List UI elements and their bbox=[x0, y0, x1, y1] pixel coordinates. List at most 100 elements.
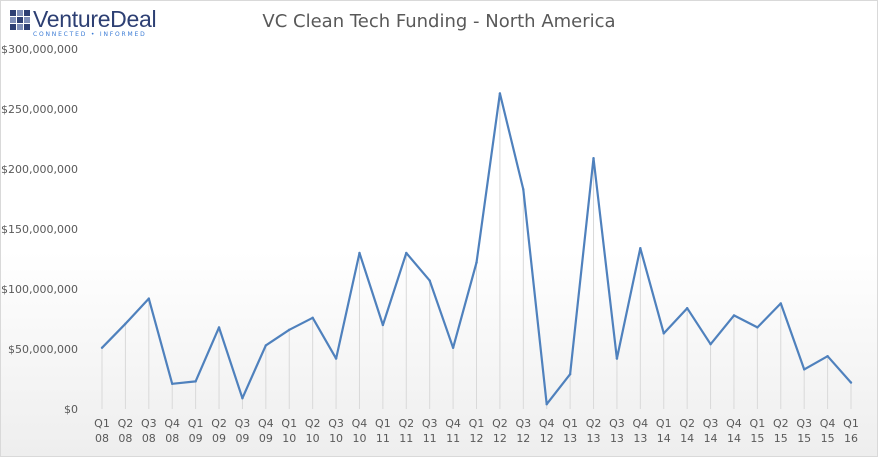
x-tick-year: 11 bbox=[399, 432, 413, 445]
x-tick-year: 15 bbox=[750, 432, 764, 445]
x-tick-year: 08 bbox=[95, 432, 109, 445]
y-tick-label: $150,000,000 bbox=[1, 223, 78, 236]
y-tick-label: $250,000,000 bbox=[1, 103, 78, 116]
x-tick-quarter: Q4 bbox=[820, 417, 836, 430]
x-tick-year: 14 bbox=[657, 432, 671, 445]
data-point bbox=[311, 316, 314, 319]
x-tick-quarter: Q3 bbox=[515, 417, 531, 430]
x-tick-year: 10 bbox=[282, 432, 296, 445]
x-tick-year: 12 bbox=[516, 432, 530, 445]
x-tick-quarter: Q2 bbox=[679, 417, 695, 430]
data-point bbox=[522, 188, 525, 191]
x-tick-quarter: Q3 bbox=[609, 417, 625, 430]
x-tick-year: 14 bbox=[704, 432, 718, 445]
x-tick-year: 09 bbox=[212, 432, 226, 445]
x-tick-year: 15 bbox=[797, 432, 811, 445]
x-tick-quarter: Q3 bbox=[703, 417, 719, 430]
x-tick-quarter: Q2 bbox=[398, 417, 414, 430]
x-tick-quarter: Q1 bbox=[188, 417, 204, 430]
y-tick-label: $100,000,000 bbox=[1, 283, 78, 296]
data-point bbox=[124, 322, 127, 325]
data-point bbox=[147, 297, 151, 300]
data-point bbox=[849, 381, 853, 384]
logo-grid-icon bbox=[10, 10, 30, 30]
x-tick-quarter: Q4 bbox=[726, 417, 742, 430]
data-point bbox=[241, 397, 244, 400]
x-tick-quarter: Q1 bbox=[94, 417, 110, 430]
y-tick-label: $50,000,000 bbox=[8, 343, 78, 356]
venturedeal-logo: VentureDeal CONNECTED • INFORMED bbox=[10, 6, 157, 38]
x-tick-quarter: Q1 bbox=[843, 417, 859, 430]
x-tick-quarter: Q3 bbox=[328, 417, 344, 430]
x-tick-year: 09 bbox=[235, 432, 249, 445]
data-point bbox=[779, 302, 782, 305]
x-tick-quarter: Q4 bbox=[633, 417, 649, 430]
data-point bbox=[428, 279, 431, 282]
x-tick-quarter: Q1 bbox=[375, 417, 391, 430]
x-tick-quarter: Q3 bbox=[235, 417, 251, 430]
y-tick-label: $300,000,000 bbox=[1, 43, 78, 56]
x-tick-year: 10 bbox=[329, 432, 343, 445]
data-point bbox=[405, 251, 408, 255]
x-tick-quarter: Q3 bbox=[422, 417, 438, 430]
data-point bbox=[451, 346, 455, 349]
data-point bbox=[194, 380, 197, 383]
x-tick-quarter: Q1 bbox=[656, 417, 672, 430]
x-tick-year: 08 bbox=[118, 432, 132, 445]
logo-tagline: CONNECTED • INFORMED bbox=[33, 31, 147, 38]
x-tick-quarter: Q2 bbox=[118, 417, 134, 430]
data-point bbox=[545, 403, 548, 406]
data-point bbox=[288, 328, 291, 331]
x-tick-quarter: Q2 bbox=[492, 417, 508, 430]
data-point bbox=[732, 314, 736, 317]
x-tick-year: 09 bbox=[189, 432, 203, 445]
data-point bbox=[662, 332, 665, 335]
x-tick-quarter: Q2 bbox=[773, 417, 789, 430]
x-tick-year: 10 bbox=[306, 432, 320, 445]
x-tick-year: 15 bbox=[821, 432, 835, 445]
data-point bbox=[826, 355, 829, 358]
x-tick-quarter: Q4 bbox=[164, 417, 180, 430]
x-tick-quarter: Q3 bbox=[141, 417, 157, 430]
data-point bbox=[709, 343, 712, 346]
x-tick-quarter: Q1 bbox=[750, 417, 766, 430]
data-point bbox=[475, 261, 478, 264]
data-point bbox=[217, 326, 221, 329]
x-tick-year: 11 bbox=[423, 432, 437, 445]
data-point bbox=[264, 344, 268, 347]
x-tick-year: 13 bbox=[587, 432, 601, 445]
x-tick-quarter: Q4 bbox=[445, 417, 461, 430]
data-point bbox=[802, 368, 806, 371]
x-tick-year: 11 bbox=[376, 432, 390, 445]
data-point bbox=[100, 346, 104, 349]
data-point bbox=[381, 323, 385, 327]
data-point bbox=[171, 382, 174, 385]
x-tick-year: 13 bbox=[633, 432, 647, 445]
data-point bbox=[592, 157, 595, 160]
x-tick-year: 14 bbox=[680, 432, 694, 445]
x-tick-year: 12 bbox=[470, 432, 484, 445]
y-tick-label: $200,000,000 bbox=[1, 163, 78, 176]
x-tick-year: 08 bbox=[165, 432, 179, 445]
logo-name: VentureDeal bbox=[33, 6, 157, 32]
x-tick-quarter: Q2 bbox=[586, 417, 602, 430]
x-tick-year: 09 bbox=[259, 432, 273, 445]
data-point bbox=[498, 92, 502, 95]
x-tick-quarter: Q1 bbox=[469, 417, 485, 430]
x-tick-quarter: Q3 bbox=[796, 417, 812, 430]
x-tick-year: 15 bbox=[774, 432, 788, 445]
data-point bbox=[568, 373, 572, 376]
x-tick-year: 12 bbox=[493, 432, 507, 445]
x-tick-quarter: Q4 bbox=[258, 417, 274, 430]
x-tick-year: 13 bbox=[610, 432, 624, 445]
y-tick-label: $0 bbox=[64, 403, 78, 416]
x-tick-quarter: Q4 bbox=[352, 417, 368, 430]
x-tick-year: 12 bbox=[540, 432, 554, 445]
data-point bbox=[756, 326, 759, 329]
chart-title: VC Clean Tech Funding - North America bbox=[262, 11, 616, 32]
x-tick-quarter: Q4 bbox=[539, 417, 555, 430]
data-point bbox=[358, 251, 361, 255]
x-tick-quarter: Q1 bbox=[562, 417, 578, 430]
